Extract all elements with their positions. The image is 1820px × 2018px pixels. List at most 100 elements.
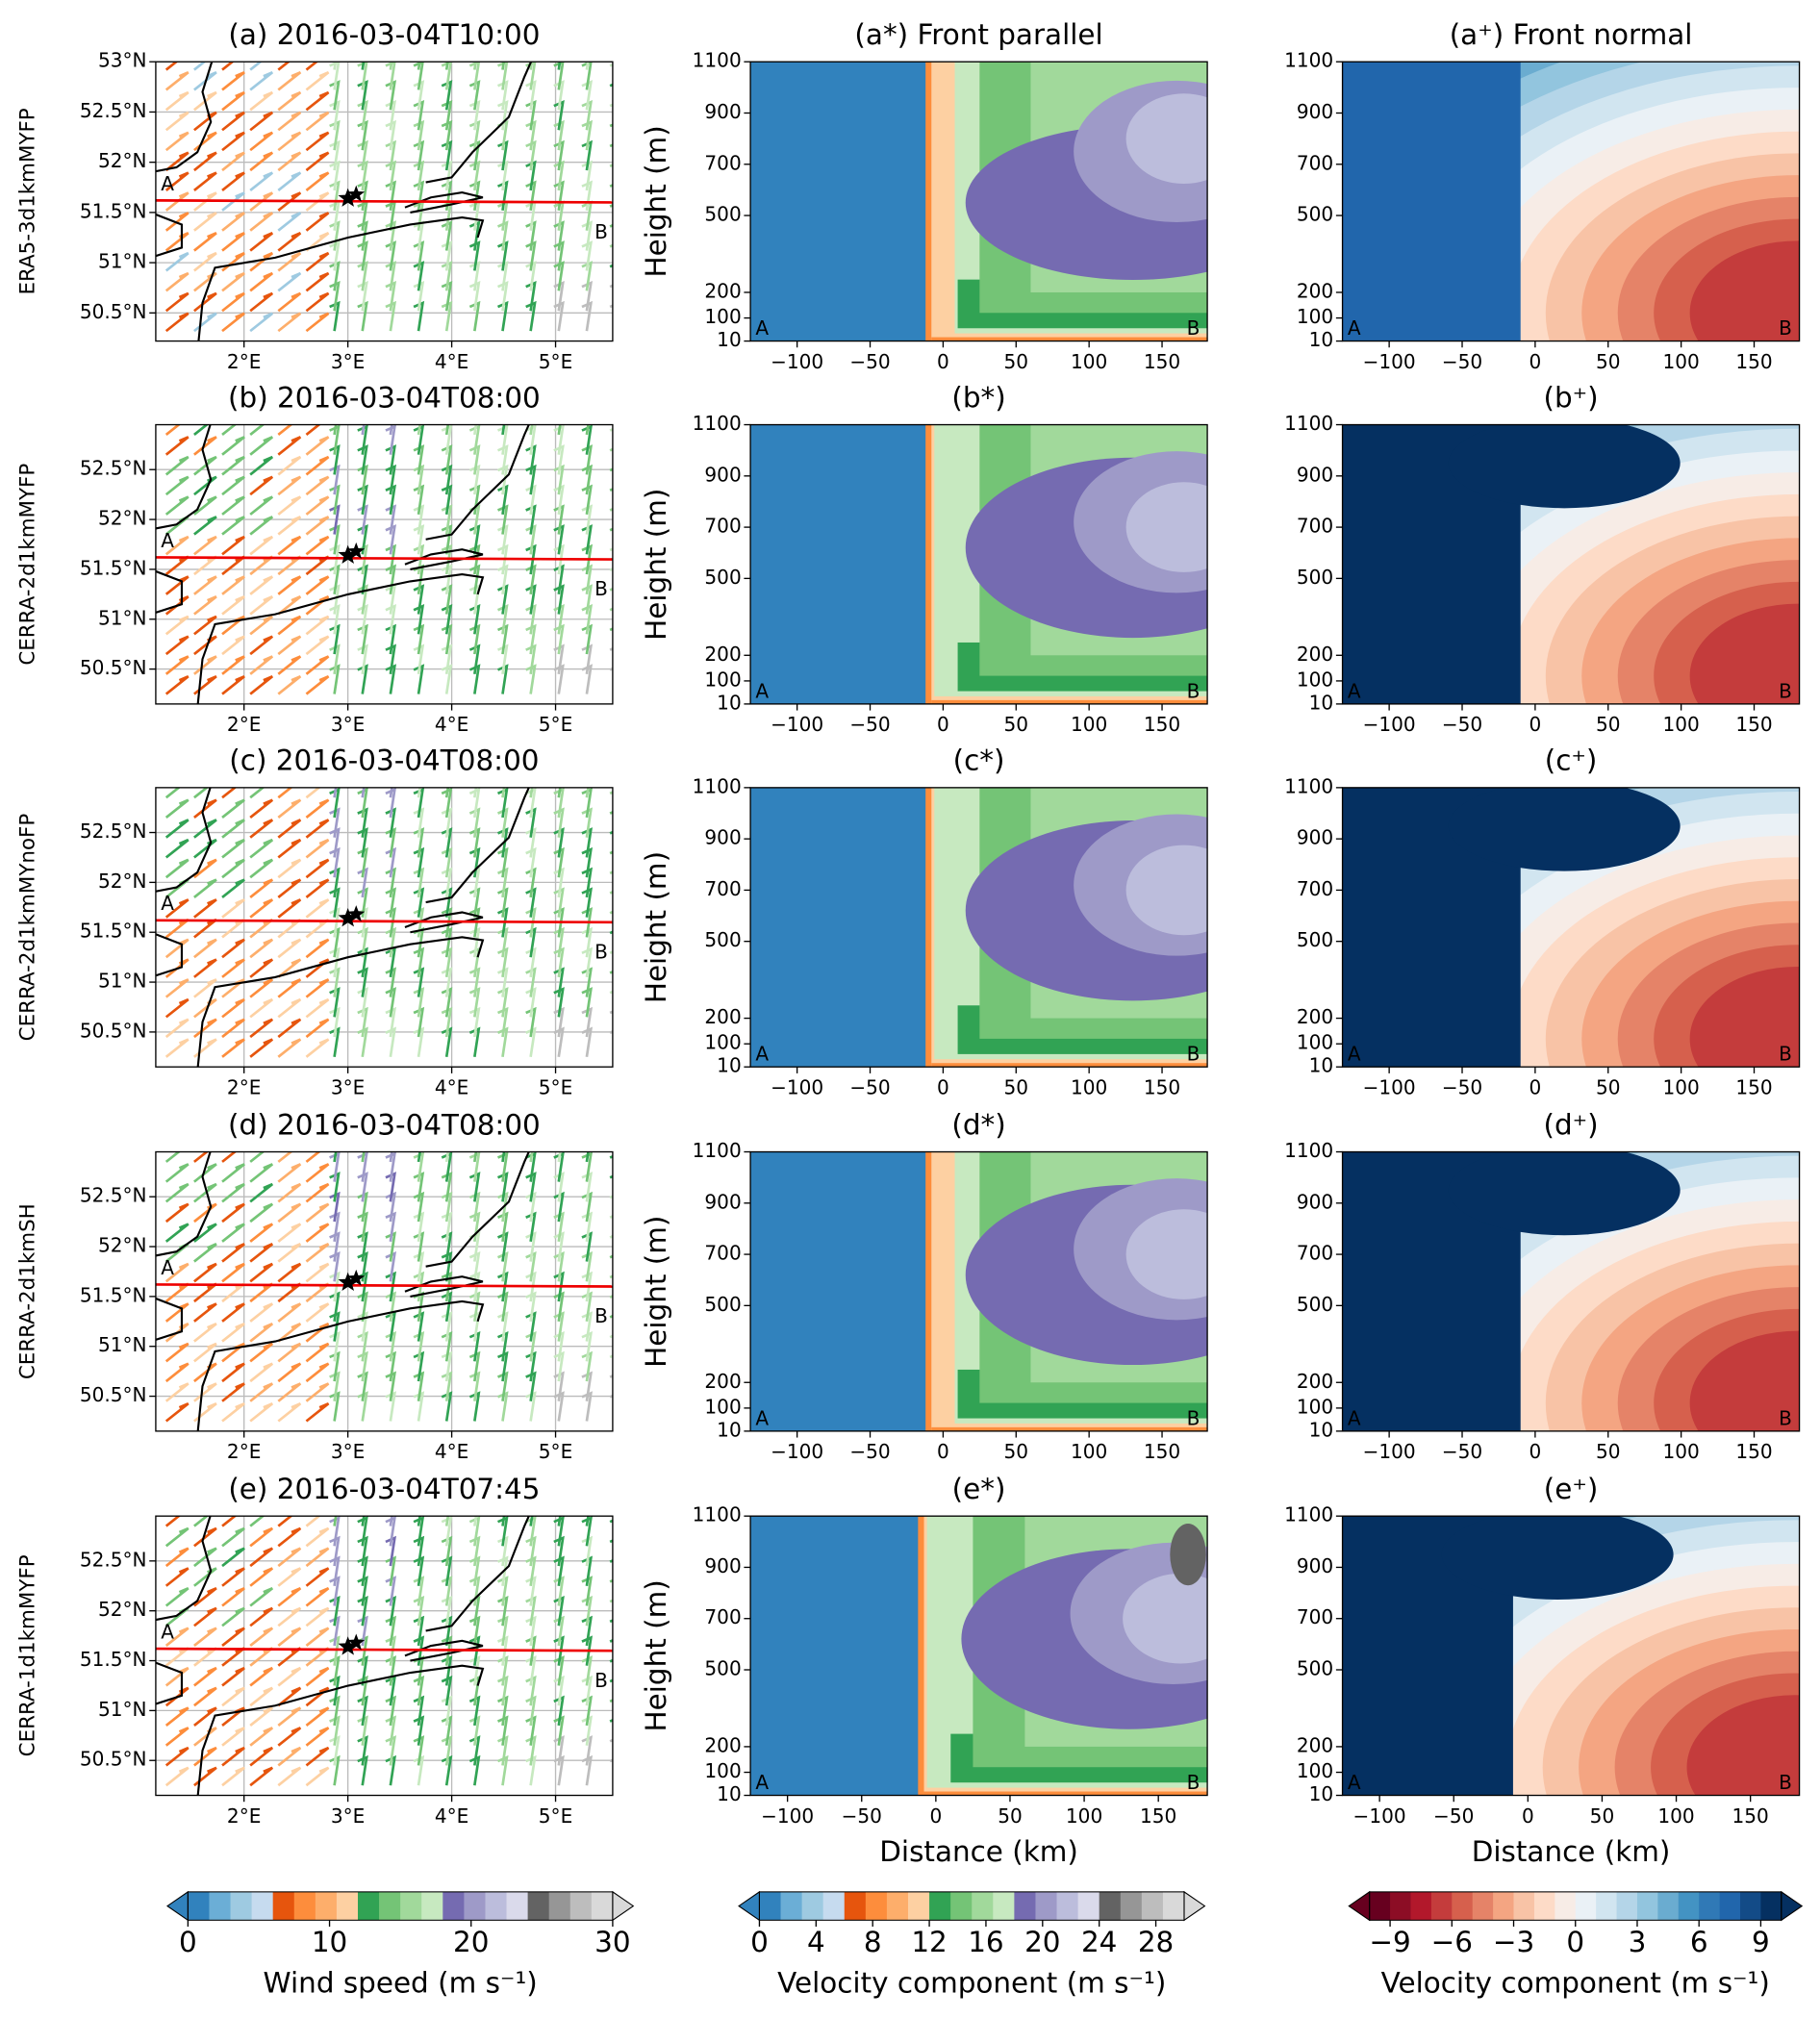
wind-barb (164, 171, 190, 191)
wind-barb (329, 827, 341, 858)
colorbar-tick-label: 8 (864, 1926, 882, 1958)
map-plot (155, 787, 613, 1068)
wind-barb (305, 495, 330, 516)
wind-barb (385, 1595, 396, 1627)
wind-barb (357, 1754, 368, 1786)
wind-barb (525, 1754, 537, 1786)
wind-barb (193, 978, 217, 998)
wind-barb (553, 300, 565, 332)
wind-barb (249, 151, 274, 172)
colorbar-swatch (1678, 1891, 1700, 1921)
wind-barb (413, 1715, 425, 1746)
wind-barb (441, 967, 453, 997)
y-tick-label: 1100 (1284, 1139, 1333, 1162)
wind-barb (581, 504, 594, 535)
wind-barb (249, 455, 274, 476)
wind-barb (441, 1695, 453, 1727)
x-tick-label: −50 (1442, 350, 1482, 373)
wind-barb (413, 1331, 425, 1362)
wind-barb (581, 1006, 594, 1038)
wind-barb (249, 938, 274, 959)
wind-barb (525, 1006, 537, 1038)
wind-barb (413, 1695, 425, 1727)
colorbar-swatch (801, 1891, 824, 1921)
wind-barb (553, 1615, 565, 1647)
wind-barb (305, 1342, 330, 1363)
wind-barb (357, 946, 368, 978)
wind-barb (357, 1231, 368, 1262)
plot-frame (155, 1150, 614, 1432)
colorbar-swatch (1162, 1891, 1185, 1921)
coastline (155, 1151, 213, 1257)
x-tick-label: 2°E (227, 1804, 261, 1828)
coastline (196, 1664, 485, 1796)
station-star (338, 907, 358, 927)
y-tick-label: 1100 (693, 1139, 742, 1162)
wind-barb (277, 1766, 302, 1787)
wind-barb (385, 261, 396, 291)
colorbar-swatch (506, 1891, 529, 1921)
colorbar-swatch (1472, 1891, 1494, 1921)
wind-barb (305, 1151, 321, 1163)
x-tick-label: 150 (1735, 350, 1772, 373)
wind-barb (553, 1211, 565, 1243)
wind-barb (525, 1535, 537, 1567)
wind-barb (357, 604, 368, 635)
wind-barb (385, 887, 396, 918)
wind-barb (385, 524, 396, 555)
wind-barb (553, 1191, 565, 1223)
wind-barb (357, 220, 368, 251)
wind-barb (581, 1350, 594, 1382)
x-tick-label: −100 (771, 350, 823, 373)
wind-barb (441, 887, 453, 918)
wind-barb (553, 1635, 565, 1666)
contour-fill (1689, 603, 1800, 704)
wind-barb (277, 312, 302, 333)
wind-barb (385, 240, 396, 271)
wind-barb (221, 1686, 245, 1707)
coastline (425, 1151, 530, 1268)
wind-barb (385, 1754, 396, 1786)
wind-barb (277, 1038, 302, 1058)
wind-barb (249, 1362, 274, 1383)
wind-barb (164, 1766, 190, 1787)
panel-title: (d) 2016-03-04T08:00 (228, 1108, 541, 1141)
wind-barb (277, 1302, 302, 1323)
wind-barb (357, 584, 368, 615)
y-tick-label: 900 (1297, 1190, 1333, 1213)
wind-barb (385, 543, 396, 575)
wind-barb (277, 938, 302, 959)
wind-barb (553, 946, 565, 978)
x-axis-label: Distance (km) (1472, 1835, 1671, 1868)
wind-barb (468, 926, 481, 958)
wind-barb (277, 1243, 302, 1263)
wind-barb (553, 1391, 565, 1422)
wind-barb (581, 1311, 594, 1342)
wind-barb (581, 1754, 594, 1786)
wind-barb (496, 1715, 509, 1746)
wind-barb (357, 1172, 368, 1202)
wind-barb (385, 1535, 396, 1567)
x-tick-label: 50 (1004, 713, 1029, 736)
wind-barb (193, 212, 217, 232)
section-label: A (1348, 679, 1361, 702)
panel-title: (c) 2016-03-04T08:00 (229, 744, 539, 777)
section-label: A (161, 1621, 174, 1644)
wind-barb (413, 1211, 425, 1243)
wind-barb (193, 424, 210, 436)
wind-barb (193, 1182, 217, 1203)
wind-barb (357, 643, 368, 674)
wind-barb (581, 887, 594, 918)
wind-barb (525, 80, 537, 111)
wind-barb (329, 1516, 341, 1547)
wind-barb (249, 1766, 274, 1787)
wind-barb (441, 604, 453, 635)
colorbar-swatch (1575, 1891, 1597, 1921)
colorbar-extend (738, 1890, 760, 1922)
wind-barb (329, 424, 341, 455)
x-tick-label: 150 (1144, 1075, 1180, 1098)
wind-barb (553, 1535, 565, 1567)
wind-barb (277, 495, 302, 516)
contour-fill (1689, 240, 1800, 341)
wind-barb (525, 1311, 537, 1342)
